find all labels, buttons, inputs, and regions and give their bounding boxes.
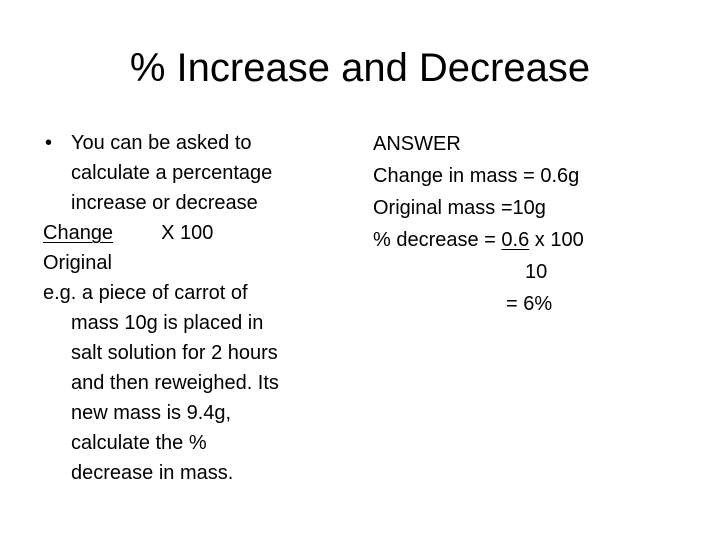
answer-original-line: Original mass =10g xyxy=(373,197,546,219)
example-line: mass 10g is placed in xyxy=(71,312,264,334)
answer-change-line: Change in mass = 0.6g xyxy=(373,165,580,187)
bullet-line: calculate a percentage xyxy=(71,162,273,184)
decrease-suffix: x 100 xyxy=(529,229,584,251)
example-line: salt solution for 2 hours xyxy=(71,342,278,364)
formula-numerator: Change xyxy=(43,222,114,244)
decrease-prefix: % decrease = xyxy=(373,229,502,251)
answer-decrease-line: % decrease = 0.6 x 100 xyxy=(373,224,703,256)
example-line: new mass is 9.4g, xyxy=(71,402,232,424)
bullet-line: You can be asked to xyxy=(71,132,252,154)
answer-column: ANSWER Change in mass = 0.6g Original ma… xyxy=(373,128,703,320)
slide-title: % Increase and Decrease xyxy=(129,46,591,90)
example-line: calculate the % xyxy=(71,432,207,454)
answer-result: = 6% xyxy=(506,293,553,315)
bullet-item: • You can be asked to calculate a percen… xyxy=(43,128,363,218)
answer-heading: ANSWER xyxy=(373,133,461,155)
question-column: • You can be asked to calculate a percen… xyxy=(43,128,363,488)
example-line: decrease in mass. xyxy=(71,462,234,484)
example-first-line: e.g. a piece of carrot of xyxy=(43,282,248,304)
example-line: and then reweighed. Its xyxy=(71,372,279,394)
bullet-line: increase or decrease xyxy=(71,192,258,214)
decrease-value: 0.6 xyxy=(501,229,530,251)
formula-row: Change X 100 xyxy=(43,218,363,248)
formula-denominator: Original xyxy=(43,252,112,274)
formula-times: X 100 xyxy=(161,222,214,244)
answer-denominator: 10 xyxy=(525,261,548,283)
bullet-dot-icon: • xyxy=(45,132,53,154)
